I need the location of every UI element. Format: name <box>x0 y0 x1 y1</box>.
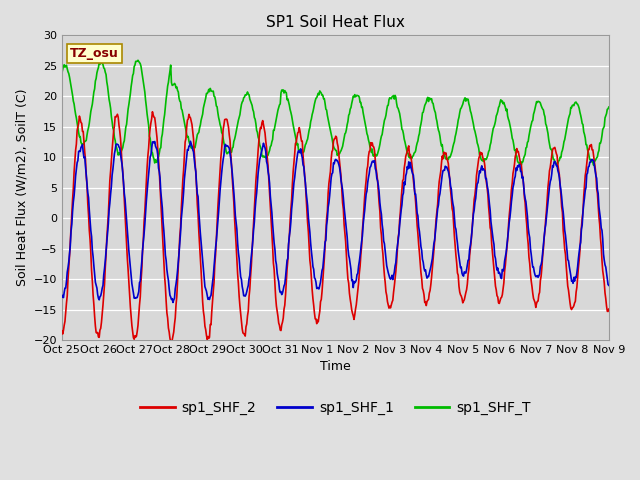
X-axis label: Time: Time <box>320 360 351 373</box>
Title: SP1 Soil Heat Flux: SP1 Soil Heat Flux <box>266 15 405 30</box>
Text: TZ_osu: TZ_osu <box>70 47 119 60</box>
Y-axis label: Soil Heat Flux (W/m2), SoilT (C): Soil Heat Flux (W/m2), SoilT (C) <box>15 89 28 287</box>
Legend: sp1_SHF_2, sp1_SHF_1, sp1_SHF_T: sp1_SHF_2, sp1_SHF_1, sp1_SHF_T <box>134 396 536 421</box>
